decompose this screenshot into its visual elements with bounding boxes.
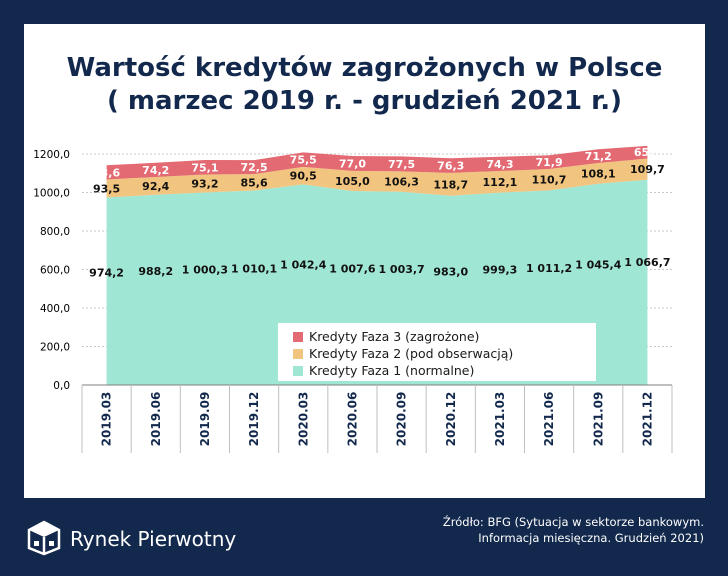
data-label-faza1: 1 000,3 bbox=[182, 263, 228, 276]
source-line-2: Informacja miesięczna. Grudzień 2021) bbox=[478, 531, 704, 545]
legend-label-2: Kredyty Faza 2 (pod obserwacją) bbox=[309, 346, 513, 361]
legend-swatch-1 bbox=[293, 366, 303, 376]
x-tick-label: 2020.12 bbox=[444, 392, 458, 447]
data-label-faza2: 109,7 bbox=[630, 163, 665, 176]
data-label-faza1: 1 011,2 bbox=[526, 262, 572, 275]
data-label-faza3: 71,2 bbox=[585, 150, 612, 163]
legend-label-1: Kredyty Faza 1 (normalne) bbox=[309, 363, 474, 378]
legend-swatch-3 bbox=[293, 332, 303, 342]
data-label-faza2: 93,2 bbox=[191, 177, 218, 190]
data-label-faza3: 76,3 bbox=[437, 160, 464, 173]
x-tick-label: 2019.06 bbox=[149, 392, 163, 447]
data-label-faza3: 74,3 bbox=[486, 158, 513, 171]
data-label-faza3: 74,2 bbox=[142, 164, 169, 177]
data-label-faza2: 118,7 bbox=[433, 178, 468, 191]
source-line-1: Źródło: BFG (Sytuacja w sektorze bankowy… bbox=[442, 515, 704, 529]
data-label-faza3: 73,6 bbox=[93, 166, 120, 179]
x-tick-label: 2020.03 bbox=[296, 392, 310, 447]
area-series-3 bbox=[106, 145, 648, 180]
x-tick-label: 2019.09 bbox=[198, 392, 212, 447]
brand-name: Rynek Pierwotny bbox=[70, 527, 237, 551]
y-tick-label: 600,0 bbox=[40, 265, 70, 277]
data-label-faza1: 1 010,1 bbox=[231, 262, 277, 275]
x-tick-label: 2019.03 bbox=[100, 392, 114, 447]
y-tick-label: 200,0 bbox=[40, 342, 70, 354]
x-tick-label: 2021.12 bbox=[640, 392, 654, 447]
source-note: Źródło: BFG (Sytuacja w sektorze bankowy… bbox=[384, 514, 704, 546]
rynek-pierwotny-logo-icon bbox=[27, 520, 61, 556]
x-tick-label: 2019.12 bbox=[247, 392, 261, 447]
y-tick-label: 800,0 bbox=[40, 226, 70, 238]
data-label-faza1: 988,2 bbox=[138, 265, 173, 278]
data-label-faza1: 974,2 bbox=[89, 266, 124, 279]
y-tick-label: 400,0 bbox=[40, 303, 70, 315]
data-label-faza1: 999,3 bbox=[483, 264, 518, 277]
chart-title: Wartość kredytów zagrożonych w Polsce ( … bbox=[24, 52, 705, 118]
data-label-faza3: 77,0 bbox=[339, 157, 366, 170]
data-label-faza2: 90,5 bbox=[290, 170, 317, 183]
data-label-faza2: 106,3 bbox=[384, 176, 419, 189]
y-tick-label: 0,0 bbox=[53, 380, 70, 392]
data-label-faza1: 1 007,6 bbox=[329, 263, 376, 276]
x-tick-label: 2021.06 bbox=[542, 392, 556, 447]
area-series-2 bbox=[106, 158, 648, 198]
data-label-faza3: 72,5 bbox=[241, 161, 268, 174]
x-tick-label: 2020.06 bbox=[345, 392, 359, 447]
data-label-faza1: 1 042,4 bbox=[280, 259, 327, 272]
chart-title-line-1: Wartość kredytów zagrożonych w Polsce bbox=[66, 53, 663, 83]
x-tick-label: 2020.09 bbox=[395, 392, 409, 447]
data-label-faza2: 110,7 bbox=[532, 174, 567, 187]
chart-card: Wartość kredytów zagrożonych w Polsce ( … bbox=[24, 24, 705, 498]
data-label-faza1: 1 045,4 bbox=[575, 258, 622, 271]
y-tick-label: 1000,0 bbox=[33, 188, 70, 200]
legend-box bbox=[278, 323, 596, 381]
x-tick-label: 2021.09 bbox=[591, 392, 605, 447]
stacked-area-chart: 0,0 200,0 400,0 600,0 800,0 1000,0 1200,0 974,2… bbox=[33, 145, 673, 453]
data-label-faza2: 112,1 bbox=[483, 176, 518, 189]
y-tick-label: 1200,0 bbox=[33, 149, 70, 161]
data-label-faza1: 1 066,7 bbox=[624, 256, 670, 269]
data-label-faza3: 75,5 bbox=[290, 154, 317, 167]
x-tick-label: 2021.03 bbox=[493, 392, 507, 447]
data-label-faza1: 1 003,7 bbox=[378, 263, 424, 276]
legend-label-3: Kredyty Faza 3 (zagrożone) bbox=[309, 329, 479, 344]
data-label-faza2: 93,5 bbox=[93, 182, 120, 195]
data-label-faza2: 92,4 bbox=[142, 180, 169, 193]
chart-title-line-2: ( marzec 2019 r. - grudzień 2021 r.) bbox=[106, 86, 622, 116]
data-label-faza3: 77,5 bbox=[388, 158, 415, 171]
data-label-faza2: 105,0 bbox=[335, 175, 370, 188]
data-label-faza3: 75,1 bbox=[191, 161, 218, 174]
data-label-faza3: 71,9 bbox=[536, 156, 563, 169]
data-label-faza3: 65,7 bbox=[634, 146, 661, 159]
data-label-faza2: 108,1 bbox=[581, 167, 616, 180]
legend-swatch-2 bbox=[293, 349, 303, 359]
data-label-faza2: 85,6 bbox=[241, 176, 268, 189]
data-label-faza1: 983,0 bbox=[433, 265, 468, 278]
